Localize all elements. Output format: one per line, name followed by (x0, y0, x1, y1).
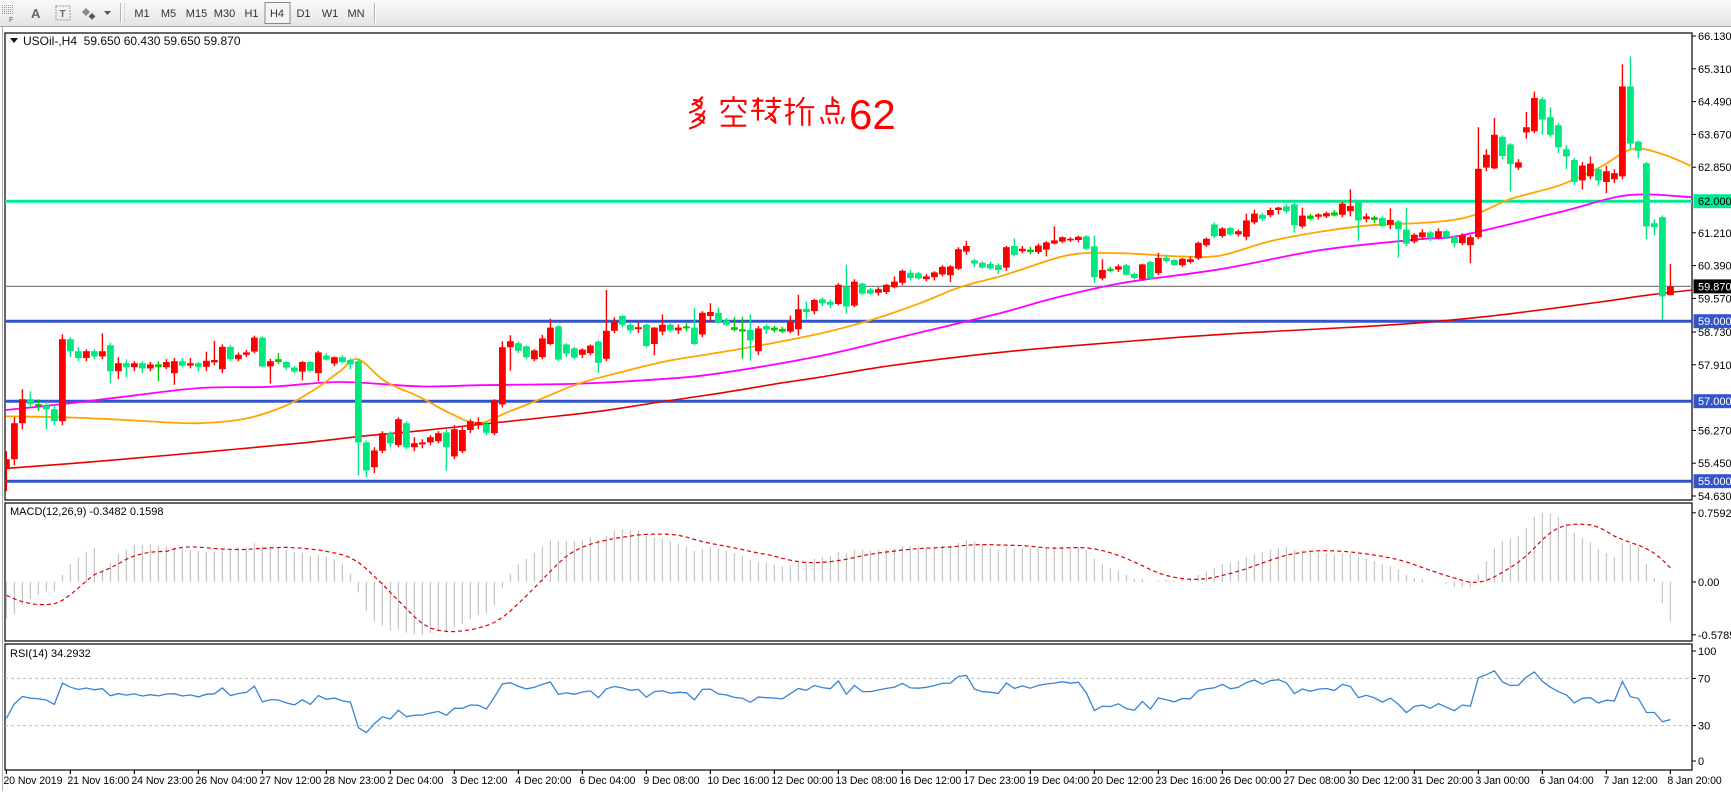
svg-text:0: 0 (1698, 756, 1704, 768)
svg-text:2 Dec 04:00: 2 Dec 04:00 (387, 775, 443, 787)
svg-text:12 Dec 00:00: 12 Dec 00:00 (771, 775, 833, 787)
svg-text:F: F (9, 17, 13, 24)
svg-text:27 Dec 08:00: 27 Dec 08:00 (1283, 775, 1345, 787)
svg-text:65.310: 65.310 (1698, 64, 1731, 76)
svg-text:59.000: 59.000 (1698, 316, 1731, 328)
svg-text:61.210: 61.210 (1698, 228, 1731, 240)
svg-text:31 Dec 20:00: 31 Dec 20:00 (1411, 775, 1473, 787)
svg-text:13 Dec 08:00: 13 Dec 08:00 (835, 775, 897, 787)
svg-text:3 Jan 00:00: 3 Jan 00:00 (1475, 775, 1529, 787)
svg-text:28 Nov 23:00: 28 Nov 23:00 (323, 775, 385, 787)
svg-text:58.730: 58.730 (1698, 327, 1731, 339)
svg-text:W1: W1 (322, 8, 339, 20)
svg-text:70: 70 (1698, 673, 1710, 685)
svg-text:62.000: 62.000 (1698, 196, 1731, 208)
svg-text:63.670: 63.670 (1698, 129, 1731, 141)
svg-text:MN: MN (347, 8, 364, 20)
svg-text:56.270: 56.270 (1698, 425, 1731, 437)
svg-text:M5: M5 (161, 8, 176, 20)
svg-text:24 Nov 23:00: 24 Nov 23:00 (131, 775, 193, 787)
svg-text:100: 100 (1698, 646, 1716, 658)
svg-text:A: A (31, 6, 41, 21)
svg-text:MACD(12,26,9) -0.3482 0.1598: MACD(12,26,9) -0.3482 0.1598 (10, 506, 163, 518)
svg-text:M1: M1 (134, 8, 149, 20)
svg-text:27 Nov 12:00: 27 Nov 12:00 (259, 775, 321, 787)
svg-text:26 Dec 00:00: 26 Dec 00:00 (1219, 775, 1281, 787)
svg-text:0.7592: 0.7592 (1698, 508, 1731, 520)
svg-text:M30: M30 (214, 8, 235, 20)
svg-text:20 Nov 2019: 20 Nov 2019 (3, 775, 62, 787)
svg-text:62: 62 (849, 91, 896, 138)
svg-text:62.850: 62.850 (1698, 162, 1731, 174)
svg-text:7 Jan 12:00: 7 Jan 12:00 (1603, 775, 1657, 787)
svg-text:6 Dec 04:00: 6 Dec 04:00 (579, 775, 635, 787)
svg-text:8 Jan 20:00: 8 Jan 20:00 (1667, 775, 1721, 787)
svg-text:4 Dec 20:00: 4 Dec 20:00 (515, 775, 571, 787)
svg-text:6 Jan 04:00: 6 Jan 04:00 (1539, 775, 1593, 787)
svg-text:21 Nov 16:00: 21 Nov 16:00 (67, 775, 129, 787)
svg-text:USOil-,H4 59.650 60.430 59.65: USOil-,H4 59.650 60.430 59.650 59.870 (23, 34, 241, 48)
svg-text:55.000: 55.000 (1698, 476, 1731, 488)
svg-text:59.870: 59.870 (1698, 281, 1731, 293)
svg-text:D1: D1 (296, 8, 310, 20)
svg-text:16 Dec 12:00: 16 Dec 12:00 (899, 775, 961, 787)
svg-text:59.570: 59.570 (1698, 293, 1731, 305)
svg-text:64.490: 64.490 (1698, 97, 1731, 109)
svg-text:26 Nov 04:00: 26 Nov 04:00 (195, 775, 257, 787)
svg-text:60.390: 60.390 (1698, 261, 1731, 273)
svg-text:55.450: 55.450 (1698, 458, 1731, 470)
svg-text:H4: H4 (270, 8, 284, 20)
svg-text:RSI(14) 34.2932: RSI(14) 34.2932 (10, 648, 91, 660)
svg-text:57.000: 57.000 (1698, 396, 1731, 408)
svg-text:30 Dec 12:00: 30 Dec 12:00 (1347, 775, 1409, 787)
svg-text:9 Dec 08:00: 9 Dec 08:00 (643, 775, 699, 787)
svg-text:H1: H1 (244, 8, 258, 20)
svg-text:M15: M15 (186, 8, 207, 20)
svg-text:30: 30 (1698, 721, 1710, 733)
svg-text:T: T (60, 9, 66, 20)
svg-text:-0.5785: -0.5785 (1698, 630, 1731, 642)
svg-text:57.910: 57.910 (1698, 360, 1731, 372)
svg-text:54.630: 54.630 (1698, 491, 1731, 503)
svg-text:23 Dec 16:00: 23 Dec 16:00 (1155, 775, 1217, 787)
svg-text:17 Dec 23:00: 17 Dec 23:00 (963, 775, 1025, 787)
svg-text:19 Dec 04:00: 19 Dec 04:00 (1027, 775, 1089, 787)
svg-text:66.130: 66.130 (1698, 31, 1731, 43)
svg-text:10 Dec 16:00: 10 Dec 16:00 (707, 775, 769, 787)
svg-text:3 Dec 12:00: 3 Dec 12:00 (451, 775, 507, 787)
svg-text:20 Dec 12:00: 20 Dec 12:00 (1091, 775, 1153, 787)
svg-text:0.00: 0.00 (1698, 577, 1719, 589)
